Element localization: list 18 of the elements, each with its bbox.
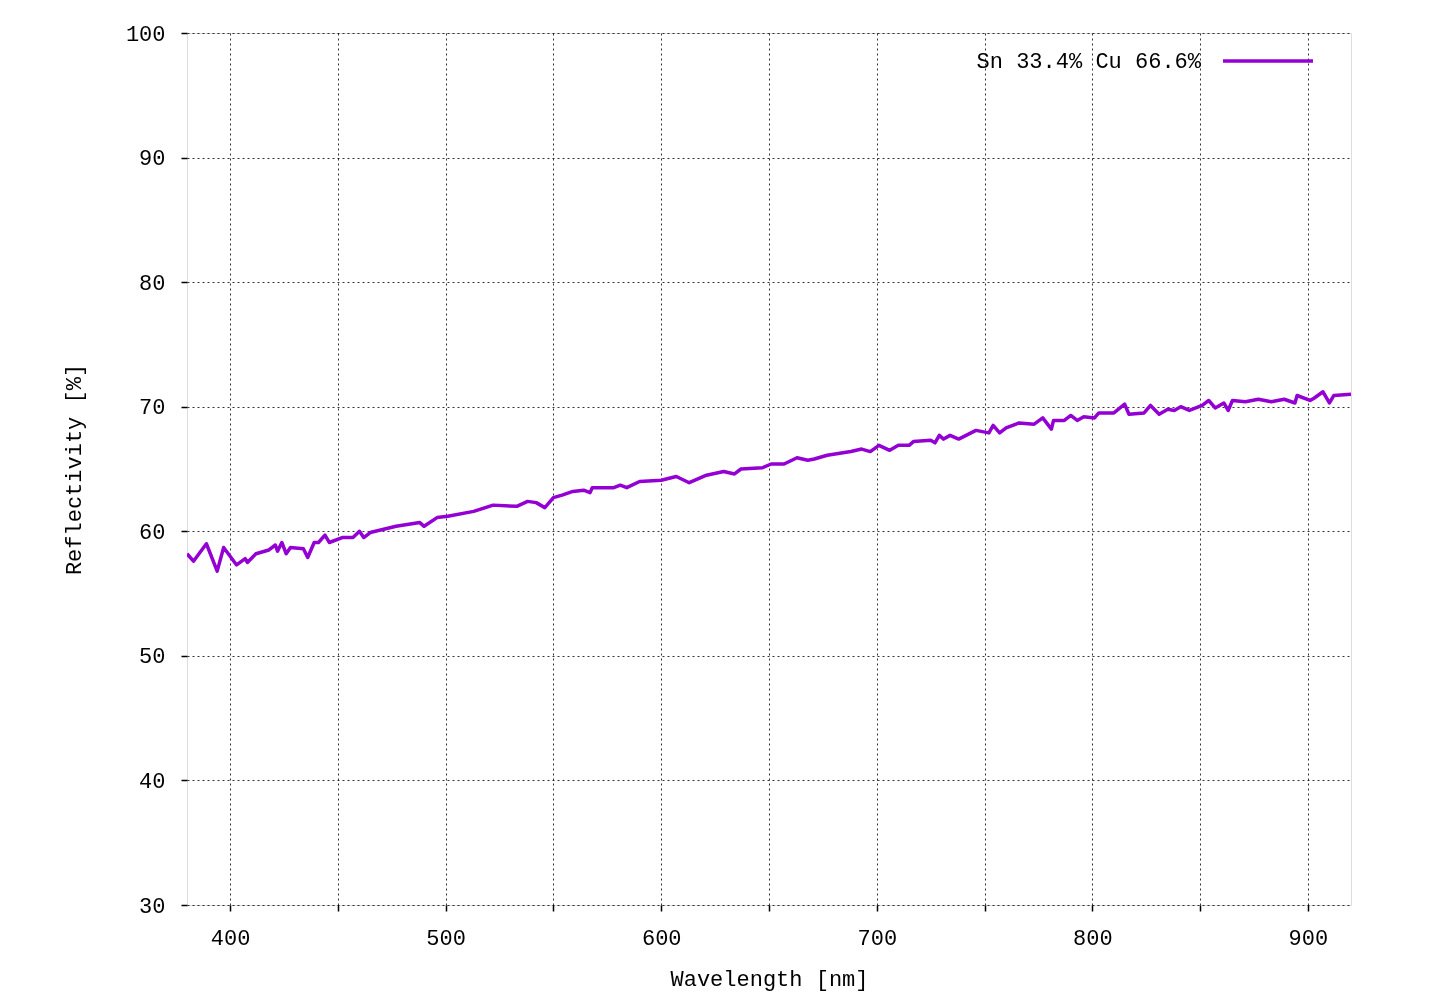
y-axis-title: Reflectivity [%] bbox=[62, 363, 88, 576]
x-tick-label: 900 bbox=[1288, 926, 1329, 952]
y-tick-label: 60 bbox=[139, 520, 166, 546]
x-tick-label: 400 bbox=[210, 926, 251, 952]
x-axis-title: Wavelength [nm] bbox=[670, 967, 869, 993]
y-tick-label: 70 bbox=[139, 396, 166, 422]
y-tick-label: 80 bbox=[139, 271, 166, 297]
y-tick-label: 40 bbox=[139, 769, 166, 795]
y-tick-label: 90 bbox=[139, 147, 166, 173]
x-tick-label: 800 bbox=[1073, 926, 1113, 952]
x-tick-label: 500 bbox=[426, 926, 466, 952]
x-tick-label: 700 bbox=[857, 926, 898, 952]
y-tick-label: 50 bbox=[139, 645, 166, 671]
line-series bbox=[187, 390, 1351, 573]
y-tick-label: 100 bbox=[125, 22, 166, 48]
legend-label: Sn 33.4% Cu 66.6% bbox=[976, 50, 1202, 75]
x-tick-label: 600 bbox=[641, 926, 682, 952]
y-tick-label: 30 bbox=[139, 894, 166, 920]
